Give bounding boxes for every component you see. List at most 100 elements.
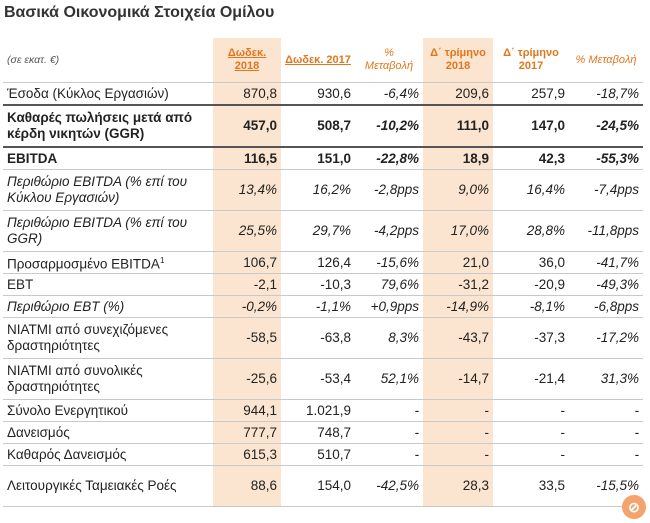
cell-v6: - (634, 402, 640, 418)
cell-v2: 126,4 (317, 254, 351, 270)
close-icon[interactable]: ⊘ (622, 495, 646, 519)
cell-v3: -22,8% (376, 150, 419, 166)
table-row: Προσαρμοσμένο EBITDA1 106,7 126,4 -15,6% 21,… (3, 251, 643, 274)
cell-v6: - (634, 424, 640, 440)
row-label: EBT (7, 276, 34, 292)
cell-v3: -10,2% (376, 118, 419, 133)
cell-v2: 29,7% (312, 223, 351, 238)
table-row: Περιθώριο EBT (%) -0,2% -1,1% +0,9pps -14,9%… (3, 295, 643, 318)
cell-v1: 944,1 (213, 399, 281, 422)
table-body: Έσοδα (Κύκλος Εργασιών) 870,8 930,6 -6,4% 20… (3, 82, 643, 507)
cell-v5: -20,9 (534, 276, 565, 292)
cell-v3: - (414, 402, 420, 418)
cell-v2: -10,3 (320, 276, 351, 292)
cell-v6: -41,7% (596, 254, 639, 270)
cell-v3: - (414, 446, 420, 462)
header-fy2018: Δωδεκ. 2018 (213, 38, 281, 83)
cell-v2: -53,4 (320, 371, 351, 386)
cell-v5: -21,4 (534, 371, 565, 386)
cell-v4: 9,0% (423, 169, 493, 211)
cell-v2: 1.021,9 (305, 402, 351, 418)
cell-v6: -55,3% (596, 150, 639, 166)
table-row: Περιθώριο EBITDA (% επί του Κύκλου Εργασ… (3, 169, 643, 211)
cell-v1: -58,5 (213, 317, 281, 359)
cell-v1: 13,4% (213, 169, 281, 211)
cell-v5: 257,9 (531, 85, 565, 101)
cell-v1: -2,1 (213, 273, 281, 296)
header-q4-2017: Δ΄ τρίμηνο 2017 (503, 47, 559, 72)
row-label: Περιθώριο EBT (%) (7, 298, 125, 314)
cell-v5: - (560, 402, 566, 418)
cell-v6: 31,3% (600, 371, 639, 386)
cell-v4: -14,9% (423, 295, 493, 318)
cell-v4: 18,9 (423, 147, 493, 170)
cell-v1: 870,8 (213, 82, 281, 105)
table-row: ΝΙΑΤΜΙ από συνεχιζόμενες δραστηριότητες -… (3, 317, 643, 359)
cell-v3: -42,5% (376, 478, 419, 493)
cell-v2: 151,0 (317, 150, 351, 166)
cell-v2: 748,7 (317, 424, 351, 440)
cell-v5: - (560, 446, 566, 462)
cell-v6: -11,8pps (587, 223, 639, 238)
cell-v5: 28,8% (526, 223, 565, 238)
cell-v6: -15,5% (596, 478, 639, 493)
cell-v2: 930,6 (317, 85, 351, 101)
cell-v4: -43,7 (423, 317, 493, 359)
cell-v1: 106,7 (213, 251, 281, 274)
cell-v3: - (414, 424, 420, 440)
financial-table: (σε εκατ. €) Δωδεκ. 2018 Δωδεκ. 2017 % Μ… (3, 38, 643, 507)
row-label: ΝΙΑΤΜΙ από συνεχιζόμενες δραστηριότητες (7, 322, 169, 353)
cell-v4: 28,3 (423, 465, 493, 507)
cell-v4: 21,0 (423, 251, 493, 274)
cell-v5: - (560, 424, 566, 440)
table-row: Καθαρές πωλήσεις μετά από κέρδη νικητών … (3, 105, 643, 147)
cell-v5: -8,1% (529, 298, 565, 314)
table-row: Σύνολο Ενεργητικού 944,1 1.021,9- - - - (3, 399, 643, 422)
header-q4-2018: Δ΄ τρίμηνο 2018 (423, 38, 493, 83)
cell-v5: 16,4% (526, 182, 565, 197)
table-row: EBT -2,1 -10,3 79,6% -31,2 -20,9 -49,3% (3, 273, 643, 296)
cell-v3: -15,6% (376, 254, 419, 270)
cell-v1: -25,6 (213, 358, 281, 400)
cell-v3: -2,8pps (373, 182, 419, 197)
cell-v4: - (423, 421, 493, 444)
cell-v2: 154,0 (317, 478, 351, 493)
cell-v3: 52,1% (380, 371, 419, 386)
row-label: EBITDA (7, 150, 58, 166)
cell-v5: 42,3 (538, 150, 565, 166)
cell-v3: -6,4% (383, 85, 419, 101)
cell-v4: 111,0 (423, 105, 493, 147)
cell-v5: 36,0 (538, 254, 565, 270)
row-label: Προσαρμοσμένο EBITDA1 (7, 255, 165, 272)
page-title: Βασικά Οικονομικά Στοιχεία Ομίλου (4, 4, 275, 21)
cell-v4: 209,6 (423, 82, 493, 105)
cell-v1: -0,2% (213, 295, 281, 318)
cell-v3: +0,9pps (370, 298, 419, 314)
cell-v2: 16,2% (312, 182, 351, 197)
cell-v2: -1,1% (315, 298, 351, 314)
cell-v4: - (423, 399, 493, 422)
cell-v3: 8,3% (388, 330, 419, 345)
cell-v6: -18,7% (596, 85, 639, 101)
cell-v4: 17,0% (423, 210, 493, 252)
unit-header: (σε εκατ. €) (7, 53, 60, 66)
table-row: ΝΙΑΤΜΙ από συνολικές δραστηριότητες -25,6… (3, 358, 643, 400)
cell-v2: 510,7 (317, 446, 351, 462)
table-row: Λειτουργικές Ταμειακές Ροές 88,6 154,0 -42,… (3, 465, 643, 507)
cell-v3: 79,6% (380, 276, 419, 292)
table-row: Δανεισμός 777,7 748,7- - - - (3, 421, 643, 444)
table-row: Περιθώριο EBITDA (% επί του GGR) 25,5% 29,… (3, 210, 643, 252)
cell-v2: -63,8 (320, 330, 351, 345)
cell-v1: 457,0 (213, 105, 281, 147)
header-fy2017: Δωδεκ. 2017 (285, 53, 351, 66)
cell-v4: -31,2 (423, 273, 493, 296)
cell-v1: 116,5 (213, 147, 281, 170)
row-label: ΝΙΑΤΜΙ από συνολικές δραστηριότητες (7, 363, 143, 394)
row-label: Περιθώριο EBITDA (% επί του Κύκλου Εργασ… (7, 174, 188, 205)
header-row: (σε εκατ. €) Δωδεκ. 2018 Δωδεκ. 2017 % Μ… (3, 38, 643, 83)
row-label: Έσοδα (Κύκλος Εργασιών) (7, 85, 169, 101)
cell-v6: -24,5% (596, 118, 639, 133)
cell-v3: -4,2pps (373, 223, 419, 238)
cell-v4: - (423, 443, 493, 466)
row-label: Σύνολο Ενεργητικού (7, 402, 129, 418)
